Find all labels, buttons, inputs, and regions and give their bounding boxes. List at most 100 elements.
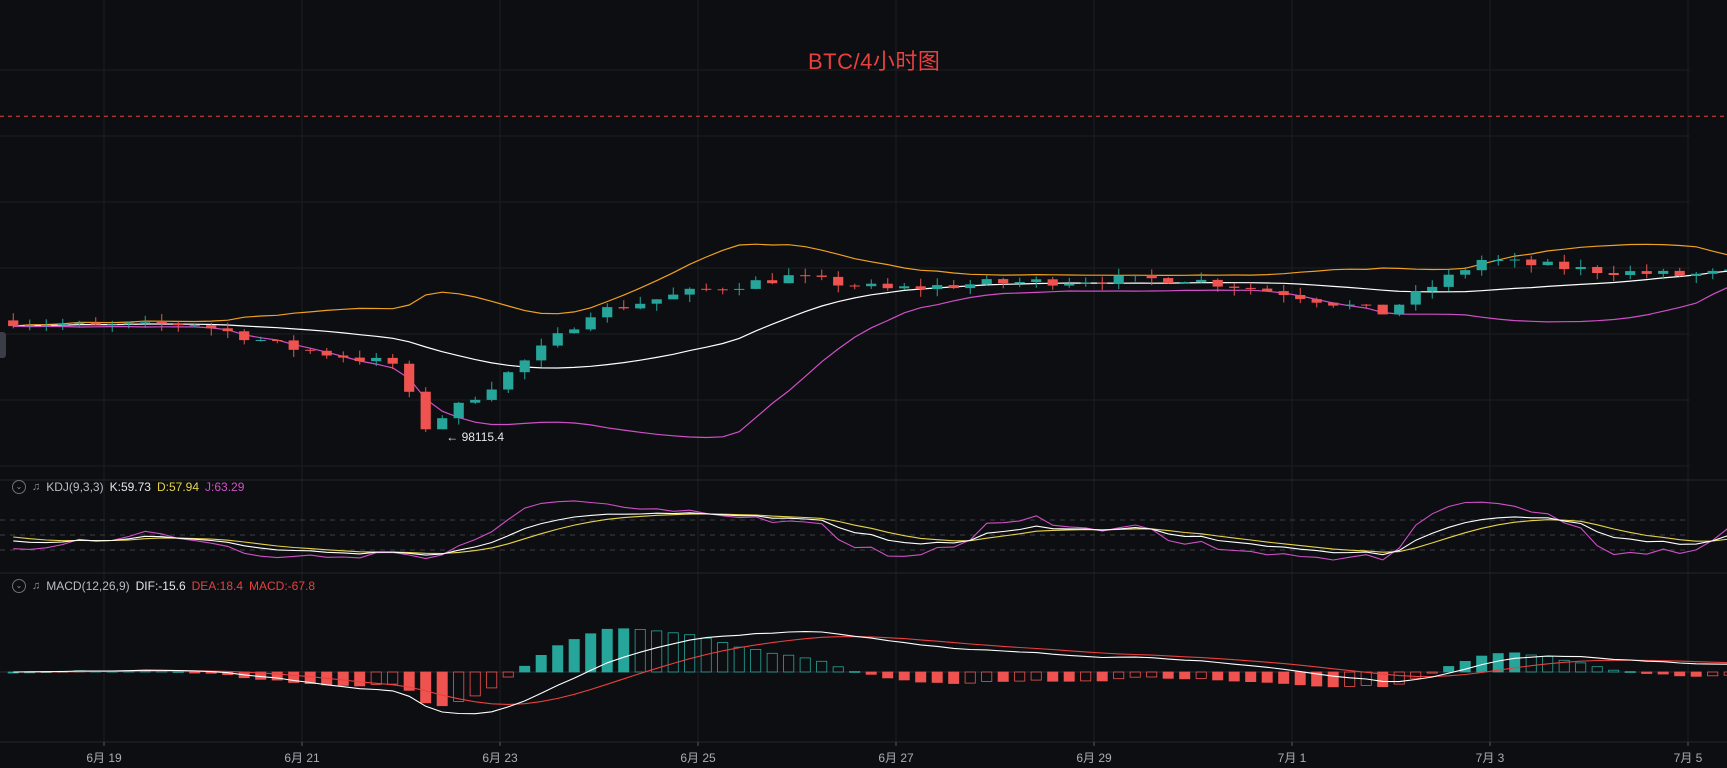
- macd-histogram-bar: [700, 637, 712, 673]
- macd-histogram-bar: [799, 657, 811, 673]
- low-annotation: ← 98115.4: [446, 430, 504, 444]
- macd-histogram-bar: [1245, 671, 1257, 683]
- candle-body: [1509, 259, 1520, 261]
- macd-histogram-bar: [1162, 671, 1174, 679]
- candle-body: [750, 280, 761, 289]
- macd-histogram-bar: [1657, 671, 1669, 675]
- macd-histogram-bar: [271, 671, 283, 681]
- macd-histogram-bar: [1591, 666, 1603, 673]
- candle-body: [1625, 271, 1636, 275]
- candle-body: [536, 345, 547, 361]
- macd-histogram-bar: [1113, 671, 1125, 680]
- macd-histogram-bar: [1327, 671, 1339, 688]
- candle-body: [1212, 279, 1223, 287]
- candle-body: [1559, 261, 1570, 270]
- macd-histogram-bar: [618, 628, 630, 673]
- kdj-d-line: [13, 513, 1727, 555]
- macd-histogram-bar: [1195, 671, 1207, 679]
- candle-body: [651, 299, 662, 304]
- candle-body: [701, 288, 712, 290]
- macd-histogram-bar: [997, 671, 1009, 682]
- candle-body: [1130, 275, 1141, 277]
- macd-histogram-bar: [354, 671, 366, 687]
- macd-histogram-bar: [733, 646, 745, 673]
- chevron-down-icon[interactable]: ⌄: [12, 480, 26, 494]
- macd-histogram-bar: [1096, 671, 1108, 682]
- macd-histogram-bar: [1410, 671, 1422, 679]
- bell-icon[interactable]: ♫: [32, 481, 41, 493]
- candle-body: [107, 324, 118, 326]
- candle-body: [552, 333, 563, 346]
- candle-body: [1163, 278, 1174, 284]
- macd-histogram-bar: [667, 632, 679, 673]
- candle-body: [156, 321, 167, 324]
- candle-body: [899, 286, 910, 289]
- candle-body: [1278, 291, 1289, 295]
- candle-body: [1526, 259, 1537, 266]
- candle-body: [74, 322, 85, 325]
- macd-histogram-bar: [1426, 671, 1438, 674]
- candle-body: [1344, 304, 1355, 306]
- macd-histogram-bar: [1558, 659, 1570, 673]
- macd-histogram-bar: [1047, 671, 1059, 682]
- candle-body: [140, 321, 151, 323]
- candle-body: [272, 340, 283, 341]
- candle-body: [255, 340, 266, 341]
- candle-body: [1707, 270, 1718, 274]
- candle-body: [668, 294, 679, 300]
- side-panel-handle[interactable]: [0, 332, 6, 358]
- candle-body: [503, 372, 514, 390]
- candle-body: [1476, 260, 1487, 271]
- macd-histogram-bar: [882, 671, 894, 679]
- candle-body: [371, 357, 382, 362]
- macd-histogram-bar: [1228, 671, 1240, 682]
- candle-body: [437, 418, 448, 430]
- macd-histogram-bar: [1377, 671, 1389, 688]
- chevron-down-icon[interactable]: ⌄: [12, 579, 26, 593]
- macd-histogram-bar: [816, 660, 828, 673]
- candle-body: [569, 329, 580, 334]
- candle-body: [1460, 270, 1471, 275]
- macd-histogram-bar: [1129, 671, 1141, 678]
- macd-histogram-bar: [453, 671, 465, 702]
- candle-body: [767, 280, 778, 284]
- macd-dea-line: [13, 636, 1727, 705]
- macd-histogram-bar: [1690, 671, 1702, 677]
- x-tick-label: 6月 25: [680, 751, 716, 765]
- candle-body: [915, 286, 926, 290]
- x-tick-label: 6月 23: [482, 751, 518, 765]
- macd-histogram-bar: [1294, 671, 1306, 686]
- candle-body: [1377, 304, 1388, 315]
- candle-body: [932, 285, 943, 290]
- macd-histogram-bar: [420, 671, 432, 704]
- macd-histogram-bar: [1723, 671, 1727, 676]
- macd-histogram-bar: [1492, 653, 1504, 673]
- x-tick-label: 7月 3: [1476, 751, 1505, 765]
- macd-hist-value: MACD:-67.8: [249, 579, 316, 593]
- macd-legend[interactable]: ⌄ ♫ MACD(12,26,9) DIF:-15.6 DEA:18.4 MAC…: [12, 577, 315, 595]
- candle-body: [470, 399, 481, 403]
- candle-body: [1691, 273, 1702, 276]
- macd-histogram-bar: [436, 671, 448, 707]
- macd-histogram-bar: [1212, 671, 1224, 681]
- candle-body: [717, 289, 728, 291]
- candle-body: [1262, 288, 1273, 292]
- macd-histogram-bar: [370, 671, 382, 685]
- macd-histogram-bar: [535, 655, 547, 673]
- kdj-legend[interactable]: ⌄ ♫ KDJ(9,3,3) K:59.73 D:57.94 J:63.29: [12, 478, 244, 496]
- macd-histogram-bar: [651, 630, 663, 673]
- candle-body: [321, 350, 332, 356]
- candle-body: [1146, 275, 1157, 279]
- x-tick-label: 6月 21: [284, 751, 320, 765]
- candle-body: [404, 363, 415, 392]
- x-tick-label: 6月 19: [86, 751, 122, 765]
- boll-upper-line: [13, 243, 1727, 327]
- macd-histogram-bar: [766, 652, 778, 673]
- candle-body: [519, 360, 530, 373]
- macd-histogram-bar: [469, 671, 481, 697]
- candle-body: [882, 283, 893, 289]
- candle-body: [833, 276, 844, 286]
- bell-icon[interactable]: ♫: [32, 580, 41, 592]
- macd-histogram-bar: [1624, 671, 1636, 673]
